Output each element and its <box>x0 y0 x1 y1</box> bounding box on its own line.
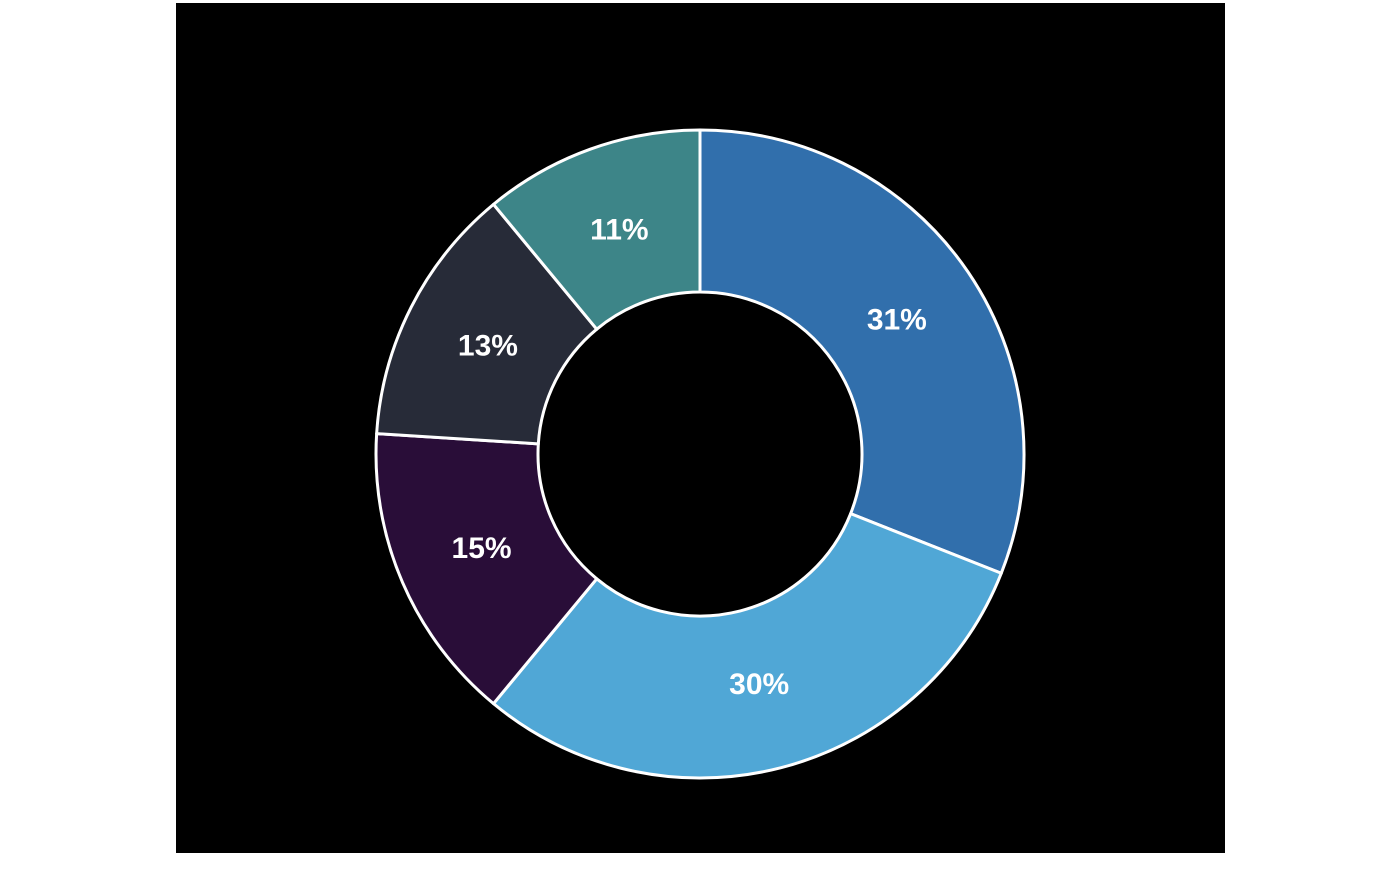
slice-label-11pct: 11% <box>590 214 648 247</box>
donut-chart: 31% 30% 15% 13% 11% <box>374 128 1026 780</box>
slice-label-31pct: 31% <box>867 304 927 337</box>
chart-figure: 31% 30% 15% 13% 11% <box>176 3 1225 853</box>
slice-label-13pct: 13% <box>458 329 518 362</box>
donut-slice-30pct <box>491 512 1003 780</box>
donut-slice-15pct <box>374 432 599 706</box>
donut-slice-11pct <box>491 128 702 331</box>
donut-slice-31pct <box>698 128 1026 575</box>
slice-label-30pct: 30% <box>729 668 789 701</box>
slice-label-15pct: 15% <box>452 532 512 565</box>
